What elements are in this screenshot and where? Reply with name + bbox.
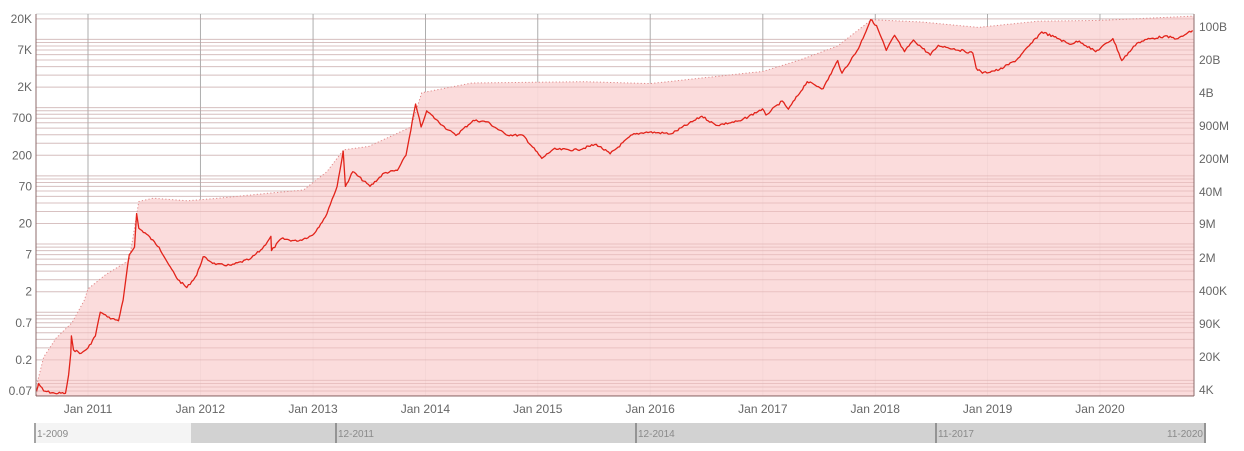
y-right-tick-label: 20B (1199, 53, 1220, 67)
y-right-tick-label: 40M (1199, 185, 1222, 199)
x-tick-label: Jan 2012 (176, 402, 226, 416)
navigator-track (34, 423, 1206, 443)
y-left-tick-label: 0.2 (15, 353, 32, 367)
y-right-tick-label: 100B (1199, 20, 1227, 34)
y-right-tick-label: 9M (1199, 217, 1216, 231)
y-right-tick-label: 200M (1199, 152, 1229, 166)
horizontal-gridlines-over-area (36, 18, 1194, 397)
x-tick-label: Jan 2019 (963, 402, 1013, 416)
y-right-tick-label: 20K (1199, 350, 1220, 364)
navigator-labels: 1-2009 12-2011 12-2014 11-2017 11-2020 (34, 423, 1206, 443)
x-tick-label: Jan 2016 (625, 402, 675, 416)
navigator-label: 1-2009 (37, 429, 69, 440)
y-left-tick-label: 2K (17, 80, 32, 94)
x-axis-labels: Jan 2011 Jan 2012 Jan 2013 Jan 2014 Jan 2015… (64, 402, 1125, 416)
y-left-tick-label: 20 (19, 217, 33, 231)
y-left-tick-label: 7 (25, 248, 32, 262)
y-right-tick-label: 90K (1199, 317, 1220, 331)
y-left-tick-label: 70 (19, 179, 33, 193)
left-y-axis-labels: 0.07 0.2 0.7 2 7 20 70 200 700 2K 7K 20K (9, 12, 33, 398)
y-right-tick-label: 900M (1199, 119, 1229, 133)
y-left-tick-label: 0.7 (15, 316, 32, 330)
navigator-label: 11-2017 (938, 429, 974, 440)
y-right-tick-label: 2M (1199, 251, 1216, 265)
x-tick-label: Jan 2020 (1075, 402, 1125, 416)
right-y-axis-labels: 4K 20K 90K 400K 2M 9M 40M 200M 900M 4B 20B 100B (1199, 20, 1229, 397)
price-line[interactable] (35, 19, 1194, 395)
x-tick-label: Jan 2011 (64, 402, 113, 416)
navigator-label: 12-2014 (638, 429, 675, 440)
x-tick-label: Jan 2017 (738, 402, 788, 416)
navigator-unselected-left[interactable] (34, 423, 191, 443)
y-right-tick-label: 4B (1199, 86, 1214, 100)
y-left-tick-label: 7K (17, 43, 32, 57)
x-tick-label: Jan 2018 (851, 402, 901, 416)
range-navigator[interactable]: 1-2009 12-2011 12-2014 11-2017 11-2020 (34, 423, 1206, 443)
x-tick-label: Jan 2014 (401, 402, 451, 416)
y-left-tick-label: 0.07 (9, 384, 33, 398)
x-tick-label: Jan 2013 (288, 402, 338, 416)
y-left-tick-label: 2 (25, 285, 32, 299)
market-cap-area (36, 16, 1195, 396)
y-right-tick-label: 4K (1199, 383, 1214, 397)
x-tick-label: Jan 2015 (513, 402, 563, 416)
y-left-tick-label: 700 (12, 111, 32, 125)
navigator-label: 12-2011 (338, 429, 374, 440)
y-left-tick-label: 200 (12, 148, 32, 162)
y-right-tick-label: 400K (1199, 284, 1227, 298)
navigator-label: 11-2020 (1167, 429, 1203, 440)
y-left-tick-label: 20K (11, 12, 32, 26)
